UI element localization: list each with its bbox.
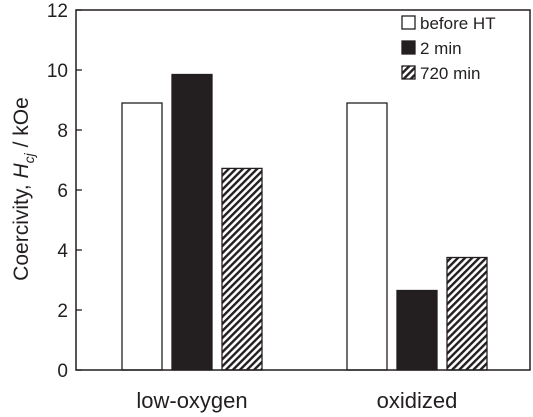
bar-2-min-low-oxygen — [171, 73, 213, 371]
y-tick-label: 0 — [57, 361, 68, 382]
legend-swatch — [401, 65, 416, 80]
bar-before-ht-oxidized — [346, 102, 388, 371]
legend-label: 720 min — [420, 64, 480, 83]
plot-area-frame — [75, 9, 531, 371]
y-tick-label: 2 — [57, 301, 68, 322]
y-tick-label: 10 — [47, 61, 68, 82]
y-tick-label: 4 — [57, 241, 68, 262]
legend: before HT 2 min 720 min — [401, 14, 496, 83]
y-axis-title-unit: / kOe — [10, 97, 33, 153]
x-category-label: low-oxygen — [136, 388, 247, 413]
legend-label: 2 min — [420, 39, 462, 58]
bars — [121, 73, 488, 371]
bar-2-min-oxidized — [396, 289, 438, 371]
bar-720-min-oxidized — [446, 256, 488, 371]
y-axis-ticks: 0 2 4 6 8 10 12 — [47, 1, 82, 382]
x-category-label: oxidized — [377, 388, 458, 413]
bar-720-min-low-oxygen — [221, 167, 263, 371]
y-tick-label: 12 — [47, 1, 68, 22]
y-axis-title: Coercivity, Hcj / kOe — [10, 97, 37, 281]
x-axis-category-labels: low-oxygen oxidized — [136, 388, 457, 413]
y-axis-title-symbol: H — [10, 163, 33, 179]
y-tick-label: 8 — [57, 121, 68, 142]
legend-label: before HT — [420, 14, 496, 33]
y-axis-title-subscript: cj — [21, 152, 37, 163]
bar-before-ht-low-oxygen — [121, 102, 163, 371]
y-tick-label: 6 — [57, 181, 68, 202]
legend-swatch — [401, 15, 416, 30]
legend-swatch — [401, 40, 416, 55]
y-axis-title-prefix: Coercivity, — [10, 179, 33, 281]
